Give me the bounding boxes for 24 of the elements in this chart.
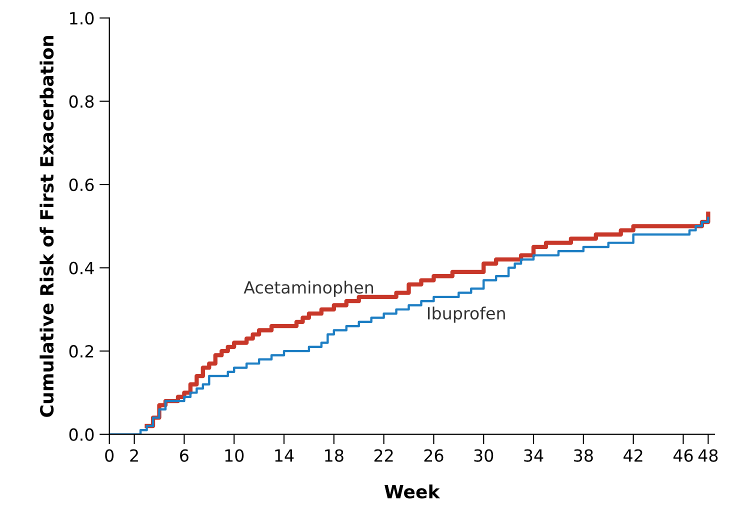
y-tick-label: 0.8 (69, 95, 94, 108)
x-tick-label: 14 (275, 449, 294, 462)
x-tick-label: 10 (225, 449, 244, 462)
x-tick-label: 30 (474, 449, 494, 462)
series-label: Ibuprofen (428, 306, 505, 323)
x-axis-title: Week (384, 484, 440, 498)
x-tick-label: 26 (424, 449, 444, 462)
x-tick-label: 38 (574, 449, 593, 462)
y-tick-label: 0.4 (69, 262, 94, 274)
x-tick-label: 48 (698, 449, 718, 462)
x-tick-label: 2 (130, 449, 138, 462)
x-tick-label: 0 (105, 449, 114, 462)
y-tick-label: 0.2 (69, 345, 94, 358)
y-tick-label: 0.0 (69, 428, 94, 441)
x-tick-label: 18 (325, 449, 344, 462)
x-tick-label: 42 (624, 449, 642, 462)
series-label: Acetaminophen (244, 280, 374, 297)
x-tick-label: 34 (524, 449, 544, 462)
y-tick-label: 1.0 (70, 12, 94, 25)
x-tick-label: 22 (374, 449, 393, 462)
y-tick-label: 0.6 (69, 178, 94, 192)
x-tick-label: 6 (180, 449, 188, 462)
y-axis-title: Cumulative Risk of First Exacerbation (40, 36, 54, 417)
x-tick-label: 46 (673, 449, 693, 462)
